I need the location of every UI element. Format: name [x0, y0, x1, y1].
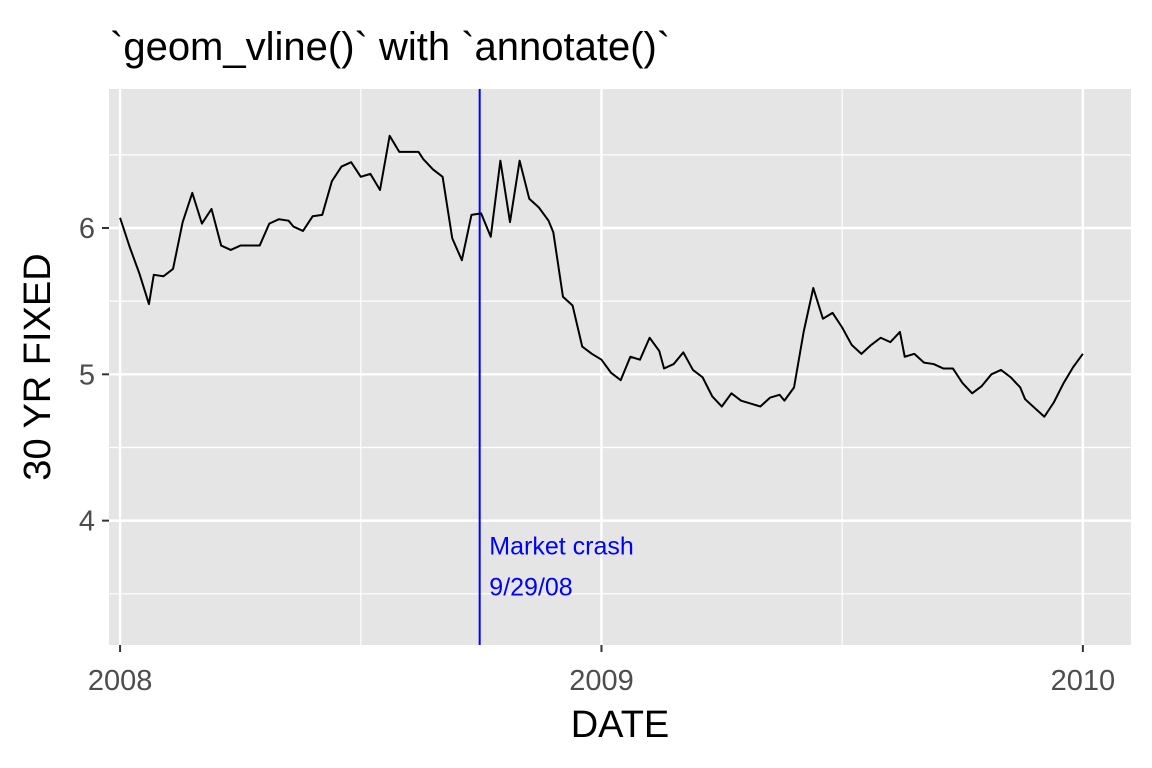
- x-axis-title: DATE: [571, 704, 670, 746]
- x-tick-label: 2010: [1051, 665, 1116, 697]
- y-axis: 4 5 6: [79, 213, 109, 538]
- x-tick-label: 2009: [569, 665, 634, 697]
- x-axis: 2008 2009 2010: [88, 645, 1115, 697]
- grid-major: [109, 89, 1131, 645]
- y-tick-label: 4: [79, 506, 95, 538]
- annotation-line: 9/29/08: [489, 573, 572, 601]
- series-line: [119, 134, 1084, 418]
- x-tick-label: 2008: [88, 665, 153, 697]
- annotation: Market crash 9/29/08: [489, 533, 633, 602]
- y-tick-label: 6: [79, 213, 95, 245]
- grid-minor: [109, 89, 1131, 645]
- chart-title: `geom_vline()` with `annotate()`: [110, 25, 670, 69]
- y-tick-label: 5: [79, 359, 95, 391]
- annotation-line: Market crash: [489, 533, 633, 561]
- plot-panel: [109, 89, 1131, 645]
- y-axis-title: 30 YR FIXED: [17, 253, 59, 480]
